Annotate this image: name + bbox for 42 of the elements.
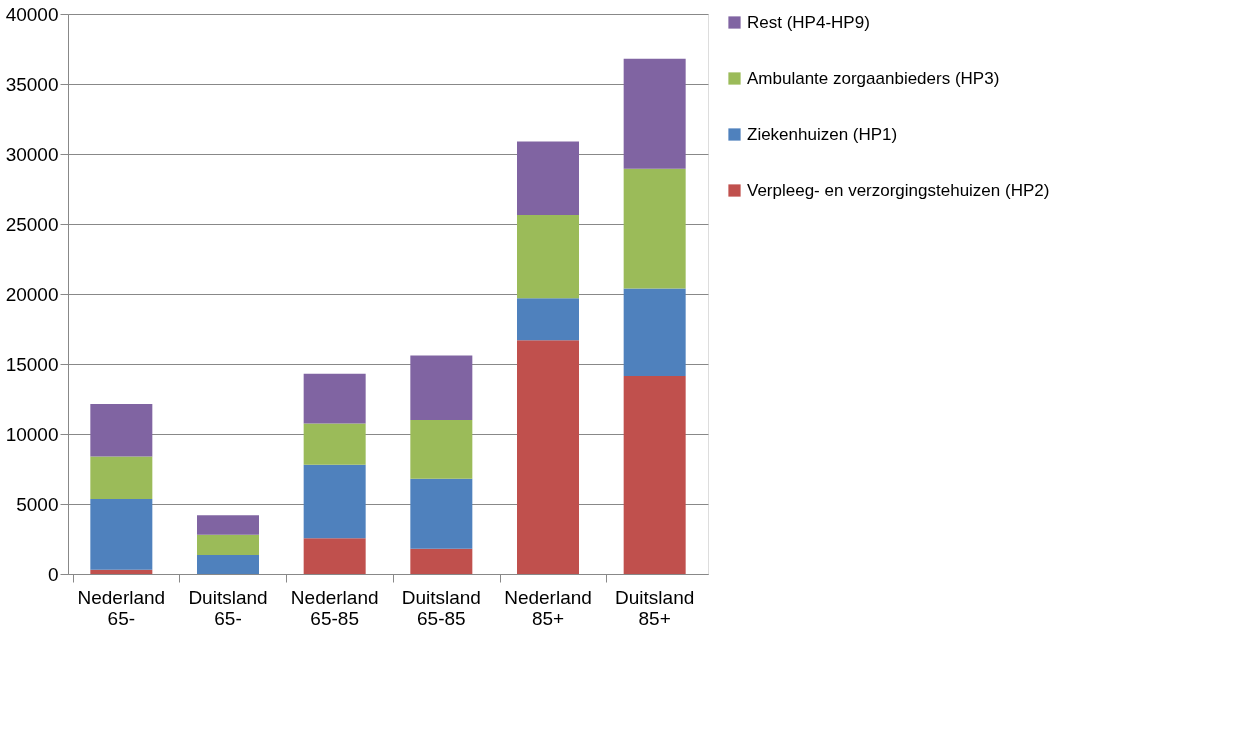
bar — [623, 288, 686, 376]
y-tick-label: 10000 — [5, 423, 59, 445]
x-tick-label: Duitsland 65- — [188, 586, 268, 629]
legend-label: Rest (HP4-HP9) — [747, 12, 870, 32]
bar — [410, 548, 473, 574]
bar — [197, 555, 259, 574]
legend-label: Verpleeg- en verzorgingstehuizen (HP2) — [747, 180, 1050, 200]
y-tick-label: 25000 — [5, 213, 59, 235]
bar — [623, 58, 686, 169]
bar — [90, 403, 153, 457]
bar — [303, 423, 366, 465]
x-tick-label: Duitsland 85+ — [615, 586, 695, 629]
bar — [90, 569, 153, 574]
bar — [197, 534, 259, 556]
bar — [517, 340, 579, 574]
bar — [517, 298, 579, 341]
bar — [90, 456, 153, 500]
legend-label: Ziekenhuizen (HP1) — [747, 124, 898, 144]
legend-label: Ambulante zorgaanbieders (HP3) — [747, 68, 1000, 88]
bar — [90, 499, 153, 570]
x-tick-label: Nederland 85+ — [504, 586, 592, 629]
x-tick-label: Nederland 65-85 — [290, 586, 379, 629]
y-tick-label: 30000 — [5, 143, 59, 165]
bar — [517, 214, 579, 299]
y-tick-label: 20000 — [5, 283, 59, 305]
bar — [197, 515, 259, 535]
bar — [410, 420, 473, 479]
y-tick-label: 35000 — [5, 73, 59, 95]
bar — [303, 373, 366, 424]
y-tick-label: 40000 — [5, 3, 59, 25]
y-tick-label: 5000 — [16, 493, 59, 515]
bar — [410, 355, 473, 420]
bar — [410, 478, 473, 549]
bar — [303, 464, 366, 539]
bar — [517, 141, 579, 215]
x-tick-label: Nederland 65- — [77, 586, 166, 629]
bar — [303, 538, 366, 574]
y-tick-label: 0 — [47, 563, 59, 585]
y-tick-label: 15000 — [5, 353, 59, 375]
bar — [623, 375, 686, 574]
x-tick-label: Duitsland 65-85 — [401, 586, 481, 629]
bar — [623, 168, 686, 289]
